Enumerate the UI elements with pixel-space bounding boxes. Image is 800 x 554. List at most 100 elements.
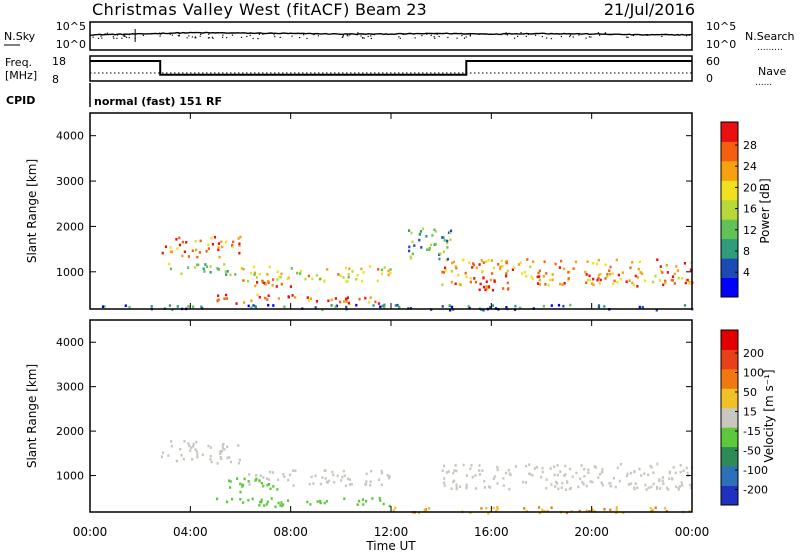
data-cell — [580, 464, 583, 467]
data-cell — [318, 277, 322, 281]
data-cell — [291, 294, 294, 297]
data-cell — [661, 479, 664, 483]
nsky-dot — [188, 35, 190, 37]
data-cell — [581, 480, 584, 484]
data-cell — [468, 306, 471, 310]
data-cell — [612, 282, 615, 285]
power-cbar-frame — [720, 121, 739, 298]
data-cell — [169, 250, 172, 253]
nsky-dot — [447, 36, 449, 39]
velocity-cbar-tick-label: -200 — [743, 484, 768, 497]
data-cell — [677, 486, 680, 490]
data-cell — [553, 473, 556, 477]
data-cell — [616, 466, 619, 470]
nsky-dot — [125, 36, 128, 38]
data-cell — [296, 271, 299, 275]
data-cell — [199, 239, 202, 243]
nsky-dot — [469, 34, 471, 36]
data-cell — [248, 483, 251, 486]
data-cell — [682, 469, 685, 472]
data-cell — [650, 466, 653, 469]
data-cell — [556, 473, 559, 477]
data-cell — [241, 485, 244, 488]
nsky-dot — [200, 33, 202, 35]
data-cell — [472, 263, 476, 267]
data-cell — [238, 244, 241, 247]
data-cell — [609, 265, 612, 269]
nsky-dot — [317, 35, 319, 37]
power-cbar-swatch — [721, 180, 738, 201]
data-cell — [408, 249, 411, 253]
data-cell — [355, 303, 358, 307]
power-cbar-swatch — [721, 258, 738, 278]
data-cell — [453, 479, 456, 483]
data-cell — [659, 265, 662, 268]
data-cell — [326, 268, 329, 271]
data-cell — [161, 251, 164, 255]
data-cell — [546, 509, 549, 513]
data-cell — [532, 260, 535, 263]
data-cell — [219, 452, 222, 455]
data-cell — [445, 259, 448, 262]
xtick-label: 16:00 — [474, 525, 509, 539]
data-cell — [217, 298, 220, 302]
data-cell — [188, 444, 191, 448]
data-cell — [343, 474, 346, 477]
nsky-dot — [207, 37, 209, 39]
data-cell — [599, 278, 602, 282]
data-cell — [337, 273, 340, 276]
nsky-dot — [436, 33, 438, 35]
data-cell — [254, 305, 257, 309]
nsky-dot — [194, 37, 196, 39]
data-cell — [428, 246, 431, 250]
data-cell — [493, 475, 496, 478]
data-cell — [548, 278, 552, 282]
data-cell — [502, 287, 505, 290]
data-cell — [640, 474, 643, 477]
data-cell — [229, 273, 232, 277]
data-cell — [659, 269, 663, 273]
data-cell — [431, 234, 434, 237]
data-cell — [247, 498, 250, 502]
nsky-dot — [686, 35, 688, 37]
data-cell — [434, 242, 437, 246]
data-cell — [262, 484, 265, 488]
data-cell — [180, 272, 183, 275]
data-cell — [593, 465, 596, 468]
nsky-dot — [361, 37, 364, 39]
data-cell — [170, 440, 173, 443]
data-cell — [567, 271, 570, 274]
data-cell — [181, 254, 184, 258]
data-cell — [598, 472, 602, 476]
data-cell — [690, 486, 693, 490]
data-cell — [223, 448, 226, 451]
data-cell — [608, 269, 611, 272]
data-cell — [175, 238, 178, 241]
data-cell — [685, 466, 688, 470]
data-cell — [331, 470, 334, 474]
data-cell — [260, 500, 263, 504]
data-cell — [638, 260, 641, 263]
data-cell — [609, 273, 612, 276]
data-cell — [603, 507, 606, 511]
data-cell — [655, 487, 659, 490]
data-cell — [387, 476, 391, 480]
data-cell — [228, 479, 231, 482]
data-cell — [254, 284, 257, 288]
data-cell — [442, 464, 446, 468]
data-cell — [334, 305, 337, 308]
data-cell — [592, 277, 595, 281]
data-cell — [604, 277, 607, 280]
data-cell — [584, 270, 587, 274]
data-cell — [474, 474, 477, 477]
data-cell — [187, 255, 190, 258]
nsky-dot — [222, 36, 224, 38]
data-cell — [652, 280, 655, 284]
nsky-dot — [373, 34, 375, 36]
data-cell — [634, 274, 637, 278]
data-cell — [207, 247, 210, 250]
nsky-dot — [100, 35, 102, 37]
data-cell — [563, 282, 566, 285]
power-ytick-label: 4000 — [56, 130, 84, 143]
nsky-dot — [456, 37, 458, 39]
